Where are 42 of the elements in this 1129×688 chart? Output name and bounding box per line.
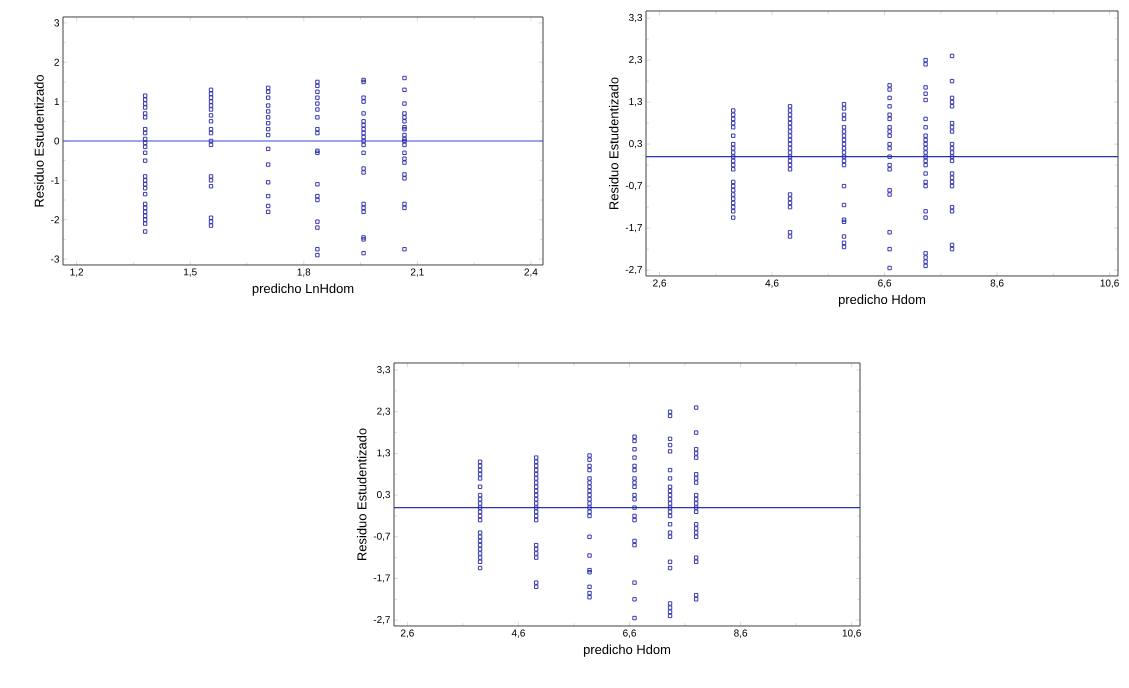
y-tick-label: -1,7 [373,574,390,583]
y-tick-label: 3,3 [629,14,643,23]
x-axis-title: predicho Hdom [583,644,671,657]
y-axis-title: Residuo Estudentizado [356,428,367,561]
x-axis-title: predicho Hdom [838,294,926,307]
y-axis-title: Residuo Estudentizado [608,77,619,210]
y-tick-label: 3 [54,19,60,27]
y-tick-label: -0,7 [373,532,390,541]
y-axis-title: Residuo Estudentizado [34,74,44,207]
x-tick-label: 1,5 [184,268,197,277]
y-tick-label: 1,3 [629,98,643,107]
x-tick-label: 2,6 [653,279,667,288]
y-tick-label: -1,7 [625,224,642,233]
y-tick-label: 2,3 [629,56,643,65]
x-tick-label: 6,6 [623,629,637,638]
y-tick-label: -2,7 [373,616,390,625]
x-tick-label: 2,1 [410,268,424,277]
x-tick-label: 8,6 [990,279,1004,288]
x-tick-label: 1,8 [297,268,311,277]
x-tick-label: 2,4 [524,268,538,277]
x-axis-title: predicho LnHdom [252,283,354,296]
x-tick-label: 4,6 [511,629,525,638]
y-tick-label: -0,7 [625,182,642,191]
x-tick-label: 8,6 [734,629,748,638]
x-tick-label: 6,6 [878,279,892,288]
x-tick-label: 1,2 [70,268,84,277]
x-tick-label: 2,6 [400,629,414,638]
y-tick-label: -2,7 [625,265,642,275]
y-tick-label: 0,3 [377,490,391,500]
y-tick-label: 1,3 [377,449,391,458]
y-tick-label: 0,3 [629,140,643,149]
x-tick-label: 10,6 [842,629,861,638]
y-tick-label: -3 [51,255,60,263]
y-tick-label: 1 [54,98,60,106]
y-tick-label: 2,3 [377,407,391,416]
y-tick-label: 0 [54,137,60,145]
x-tick-label: 4,6 [765,279,779,288]
x-tick-label: 10,6 [1100,279,1119,288]
y-tick-label: -1 [51,176,60,184]
y-tick-label: 3,3 [377,365,391,375]
y-tick-label: -2 [51,216,59,224]
y-tick-label: 2 [54,58,59,66]
